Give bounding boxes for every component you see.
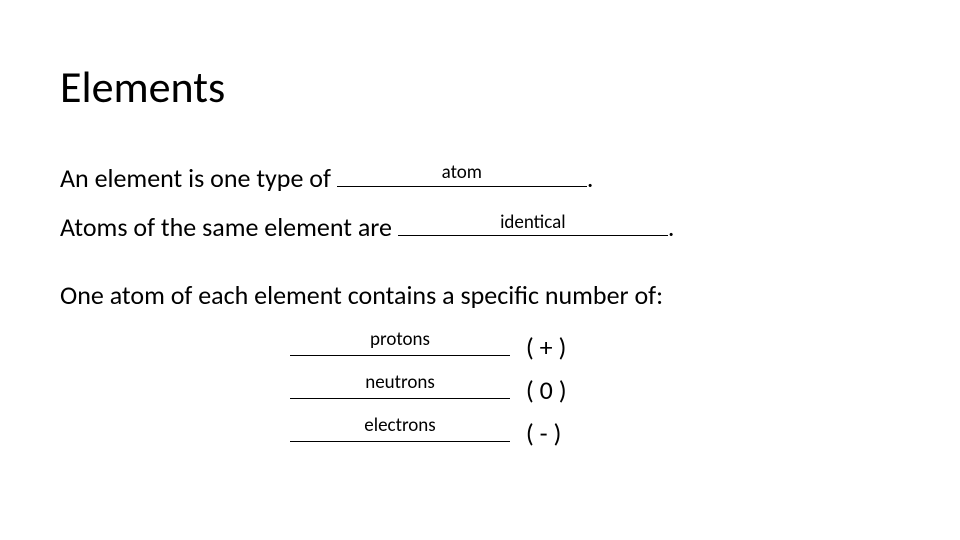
blank-protons: protons	[290, 329, 510, 356]
spacer	[60, 253, 900, 271]
charge-electrons: ( - )	[526, 412, 561, 455]
blank-neutrons-fill: neutrons	[290, 367, 510, 398]
slide-title: Elements	[60, 60, 900, 114]
sentence-1-after: .	[587, 162, 594, 194]
blank-2: identical	[398, 209, 668, 236]
blank-1: atom	[337, 160, 587, 187]
particle-row-electrons: electrons ( - )	[290, 412, 900, 455]
sentence-2-before: Atoms of the same element are	[60, 211, 398, 243]
particle-row-neutrons: neutrons ( 0 )	[290, 369, 900, 412]
charge-neutrons: ( 0 )	[526, 369, 567, 412]
blank-electrons: electrons	[290, 415, 510, 442]
blank-2-fill: identical	[398, 205, 668, 241]
sentence-1: An element is one type of atom.	[60, 154, 900, 203]
sentence-1-before: An element is one type of	[60, 162, 337, 194]
sentence-2-after: .	[668, 211, 675, 243]
blank-1-fill: atom	[337, 155, 587, 191]
sentence-2: Atoms of the same element are identical.	[60, 203, 900, 252]
slide: Elements An element is one type of atom.…	[0, 0, 960, 540]
blank-protons-fill: protons	[290, 324, 510, 355]
blank-neutrons: neutrons	[290, 372, 510, 399]
sentence-3: One atom of each element contains a spec…	[60, 271, 900, 320]
particle-list: protons ( + ) neutrons ( 0 ) electrons (…	[290, 326, 900, 455]
particle-row-protons: protons ( + )	[290, 326, 900, 369]
charge-protons: ( + )	[526, 326, 566, 369]
blank-electrons-fill: electrons	[290, 410, 510, 441]
